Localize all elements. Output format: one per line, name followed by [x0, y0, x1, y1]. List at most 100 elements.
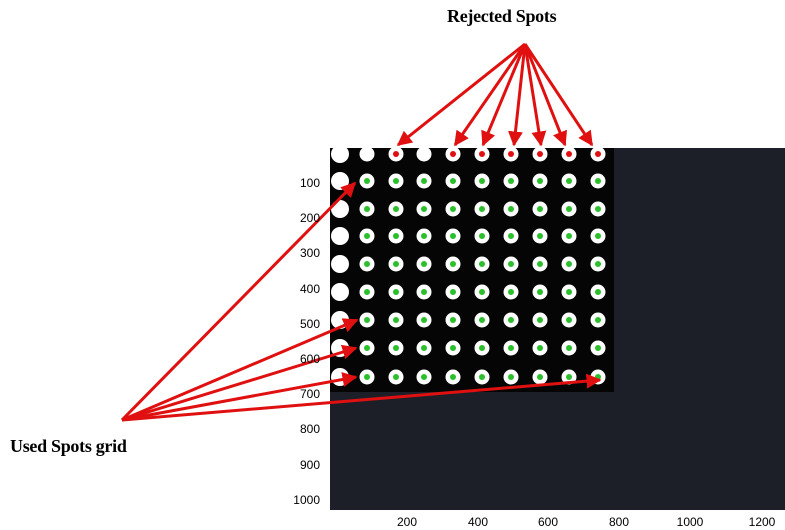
used-marker [393, 374, 399, 380]
grid-spot [359, 146, 375, 162]
grid-spot [503, 340, 519, 356]
grid-spot [474, 312, 490, 328]
grid-spot [388, 228, 404, 244]
grid-spot [503, 228, 519, 244]
grid-spot [445, 312, 461, 328]
used-marker [537, 206, 543, 212]
axis-tick-label: 600 [300, 352, 320, 366]
grid-spot [359, 201, 375, 217]
grid-spot [359, 256, 375, 272]
grid-spot [416, 228, 432, 244]
spot-circle [416, 146, 432, 162]
used-marker [364, 317, 370, 323]
used-marker [566, 374, 572, 380]
used-marker [537, 374, 543, 380]
axis-tick-label: 700 [300, 387, 320, 401]
used-marker [364, 374, 370, 380]
axis-tick-label: 200 [397, 515, 417, 529]
used-marker [393, 206, 399, 212]
grid-spot [359, 369, 375, 385]
grid-spot [474, 173, 490, 189]
grid-spot [474, 369, 490, 385]
grid-spot [359, 340, 375, 356]
grid-spot [532, 146, 548, 162]
grid-spot [590, 201, 606, 217]
used-marker [421, 317, 427, 323]
grid-spot [416, 256, 432, 272]
used-marker [479, 261, 485, 267]
used-marker [421, 289, 427, 295]
rejected-marker [450, 151, 456, 157]
grid-spot [532, 369, 548, 385]
rejected-marker [595, 151, 601, 157]
grid-spot [503, 369, 519, 385]
used-spot-arrow [121, 372, 358, 422]
spot-circle [331, 255, 349, 273]
rejected-marker [393, 151, 399, 157]
used-marker [450, 261, 456, 267]
rejected-spot-arrow [481, 43, 527, 147]
used-marker [450, 233, 456, 239]
grid-spot [590, 312, 606, 328]
grid-spot [416, 369, 432, 385]
grid-spot [532, 312, 548, 328]
used-marker [508, 345, 514, 351]
grid-spot [388, 369, 404, 385]
used-marker [537, 317, 543, 323]
used-spot-arrow [121, 318, 359, 422]
spot-circle [331, 368, 349, 386]
used-marker [450, 289, 456, 295]
spot-circle [331, 227, 349, 245]
used-marker [421, 233, 427, 239]
used-marker [479, 374, 485, 380]
axis-tick-label: 200 [300, 211, 320, 225]
used-spots-grid-label: Used Spots grid [10, 436, 127, 456]
grid-spot [561, 256, 577, 272]
arrows-layer [120, 42, 602, 422]
grid-spot [331, 283, 349, 301]
grid-spot [474, 228, 490, 244]
grid-spot [359, 228, 375, 244]
used-marker [566, 345, 572, 351]
grid-spot [359, 312, 375, 328]
used-marker [595, 206, 601, 212]
grid-spot [445, 173, 461, 189]
used-marker [479, 178, 485, 184]
rejected-spot-arrow [523, 43, 594, 147]
used-marker [595, 317, 601, 323]
used-marker [393, 317, 399, 323]
grid-spot [532, 284, 548, 300]
used-marker [421, 374, 427, 380]
spot-circle [331, 172, 349, 190]
axis-tick-label: 1200 [749, 515, 776, 529]
rejected-marker [479, 151, 485, 157]
axis-tick-label: 400 [468, 515, 488, 529]
used-marker [450, 206, 456, 212]
grid-spot [532, 228, 548, 244]
used-marker [393, 261, 399, 267]
grid-spot [532, 340, 548, 356]
spot-circle [359, 146, 375, 162]
used-marker [537, 289, 543, 295]
used-marker [508, 374, 514, 380]
axis-ticks: 100 200 300 400 500 600 700 800 900 1000 200 400 600… [293, 176, 775, 529]
grid-spot [590, 256, 606, 272]
used-marker [479, 345, 485, 351]
used-marker [508, 178, 514, 184]
grid-spot [561, 146, 577, 162]
spot-circle [331, 283, 349, 301]
axis-tick-label: 900 [300, 458, 320, 472]
used-spot-arrow [120, 181, 357, 422]
used-marker [421, 345, 427, 351]
grid-spot [474, 256, 490, 272]
grid-spot [331, 368, 349, 386]
used-marker [566, 317, 572, 323]
grid-spot [561, 173, 577, 189]
used-marker [421, 206, 427, 212]
used-marker [364, 345, 370, 351]
used-marker [595, 345, 601, 351]
grid-spot [503, 256, 519, 272]
rejected-spot-arrow [523, 43, 568, 147]
used-marker [450, 178, 456, 184]
grid-spot [590, 173, 606, 189]
